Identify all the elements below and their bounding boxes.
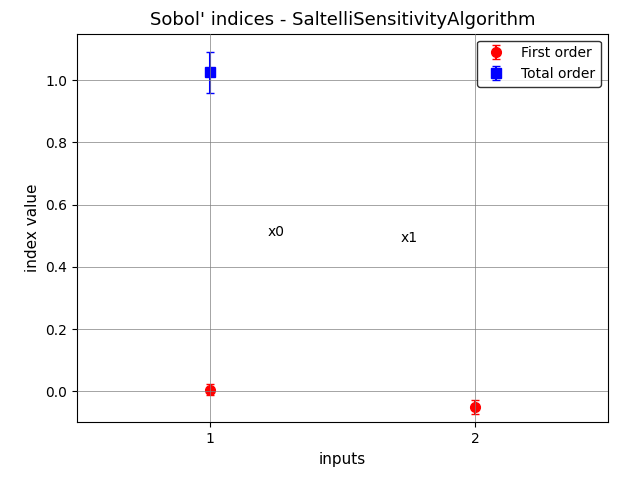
Text: x1: x1 (401, 231, 418, 245)
X-axis label: inputs: inputs (319, 452, 366, 467)
Legend: First order, Total order: First order, Total order (477, 40, 601, 86)
Text: x0: x0 (268, 225, 285, 239)
Title: Sobol' indices - SaltelliSensitivityAlgorithm: Sobol' indices - SaltelliSensitivityAlgo… (150, 11, 535, 29)
Y-axis label: index value: index value (24, 184, 40, 272)
